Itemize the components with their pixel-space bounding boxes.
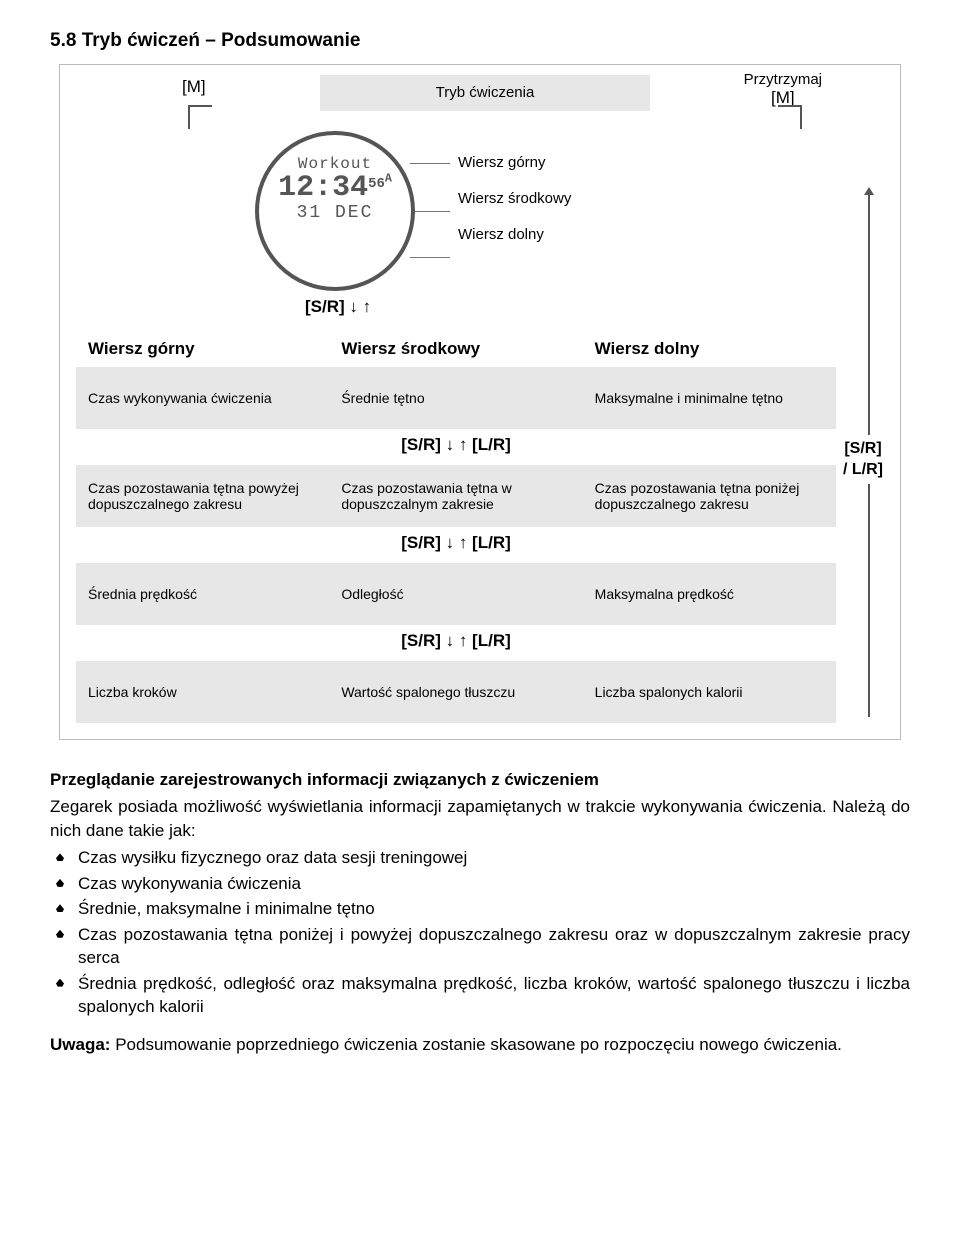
nav-sr-top: [S/R] ↓ ↑ xyxy=(305,297,371,317)
note-label: Uwaga: xyxy=(50,1035,110,1054)
body-text: Przeglądanie zarejestrowanych informacji… xyxy=(50,768,910,1056)
cell: Czas pozostawania tętna poniżej dopuszcz… xyxy=(583,472,836,520)
col-header-middle: Wiersz środkowy xyxy=(329,331,582,367)
cell: Wartość spalonego tłuszczu xyxy=(329,676,582,708)
right-nav-text: [S/R] / L/R] xyxy=(843,435,883,485)
leader-line xyxy=(410,163,450,164)
label-row-middle: Wiersz środkowy xyxy=(458,181,571,217)
leader-line xyxy=(410,257,450,258)
table-row: Średnia prędkość Odległość Maksymalna pr… xyxy=(76,563,836,625)
cell: Czas wykonywania ćwiczenia xyxy=(76,382,329,414)
cell: Maksymalna prędkość xyxy=(583,578,836,610)
list-item: Czas wysiłku fizycznego oraz data sesji … xyxy=(50,846,910,869)
mode-diagram: [M] Przytrzymaj [M] Tryb ćwiczenia Worko… xyxy=(59,64,901,740)
nav-label: [S/R] ↓ ↑ [L/R] xyxy=(76,435,836,455)
watch-row-labels: Wiersz górny Wiersz środkowy Wiersz doln… xyxy=(458,145,571,253)
col-header-top: Wiersz górny xyxy=(76,331,329,367)
section-title: 5.8 Tryb ćwiczeń – Podsumowanie xyxy=(50,30,910,52)
note-paragraph: Uwaga: Podsumowanie poprzedniego ćwiczen… xyxy=(50,1033,910,1056)
bullet-list: Czas wysiłku fizycznego oraz data sesji … xyxy=(50,846,910,1018)
label-row-top: Wiersz górny xyxy=(458,145,571,181)
col-header-bottom: Wiersz dolny xyxy=(583,331,836,367)
cell: Czas pozostawania tętna powyżej dopuszcz… xyxy=(76,472,329,520)
cell: Liczba kroków xyxy=(76,676,329,708)
bracket-top-right xyxy=(778,105,802,129)
cell: Liczba spalonych kalorii xyxy=(583,676,836,708)
hold-label: Przytrzymaj xyxy=(744,71,822,88)
bracket-top-left xyxy=(188,105,212,129)
leader-line xyxy=(415,211,450,212)
table-row: Liczba kroków Wartość spalonego tłuszczu… xyxy=(76,661,836,723)
key-m-right: Przytrzymaj [M] xyxy=(744,71,822,108)
cell: Średnia prędkość xyxy=(76,578,329,610)
nav-label: [S/R] ↓ ↑ [L/R] xyxy=(76,631,836,651)
note-text: Podsumowanie poprzedniego ćwiczenia zost… xyxy=(110,1035,841,1054)
right-nav-label: [S/R] / L/R] xyxy=(838,200,888,719)
mode-box: Tryb ćwiczenia xyxy=(320,75,650,111)
nav-label: [S/R] ↓ ↑ [L/R] xyxy=(76,533,836,553)
watch-line-3: 31 DEC xyxy=(259,203,411,223)
cell: Średnie tętno xyxy=(329,382,582,414)
watch-time-main: 12:34 xyxy=(278,171,368,205)
cell: Odległość xyxy=(329,578,582,610)
watch-line-2: 12:3456A xyxy=(259,173,411,203)
list-item: Czas wykonywania ćwiczenia xyxy=(50,872,910,895)
list-item: Średnie, maksymalne i minimalne tętno xyxy=(50,897,910,920)
watch-time-sec: 56 xyxy=(368,176,385,192)
watch-time-sup: A xyxy=(385,171,392,185)
body-intro: Zegarek posiada możliwość wyświetlania i… xyxy=(50,795,910,842)
watch-face: Workout 12:3456A 31 DEC xyxy=(255,131,415,291)
key-m-left: [M] xyxy=(182,77,206,97)
table-row: Czas wykonywania ćwiczenia Średnie tętno… xyxy=(76,367,836,429)
table-row: Czas pozostawania tętna powyżej dopuszcz… xyxy=(76,465,836,527)
table-header-row: Wiersz górny Wiersz środkowy Wiersz doln… xyxy=(76,331,836,367)
list-item: Czas pozostawania tętna poniżej i powyże… xyxy=(50,923,910,970)
label-row-bottom: Wiersz dolny xyxy=(458,217,571,253)
cell: Maksymalne i minimalne tętno xyxy=(583,382,836,414)
body-subheading: Przeglądanie zarejestrowanych informacji… xyxy=(50,768,910,791)
list-item: Średnia prędkość, odległość oraz maksyma… xyxy=(50,972,910,1019)
cell: Czas pozostawania tętna w dopuszczalnym … xyxy=(329,472,582,520)
